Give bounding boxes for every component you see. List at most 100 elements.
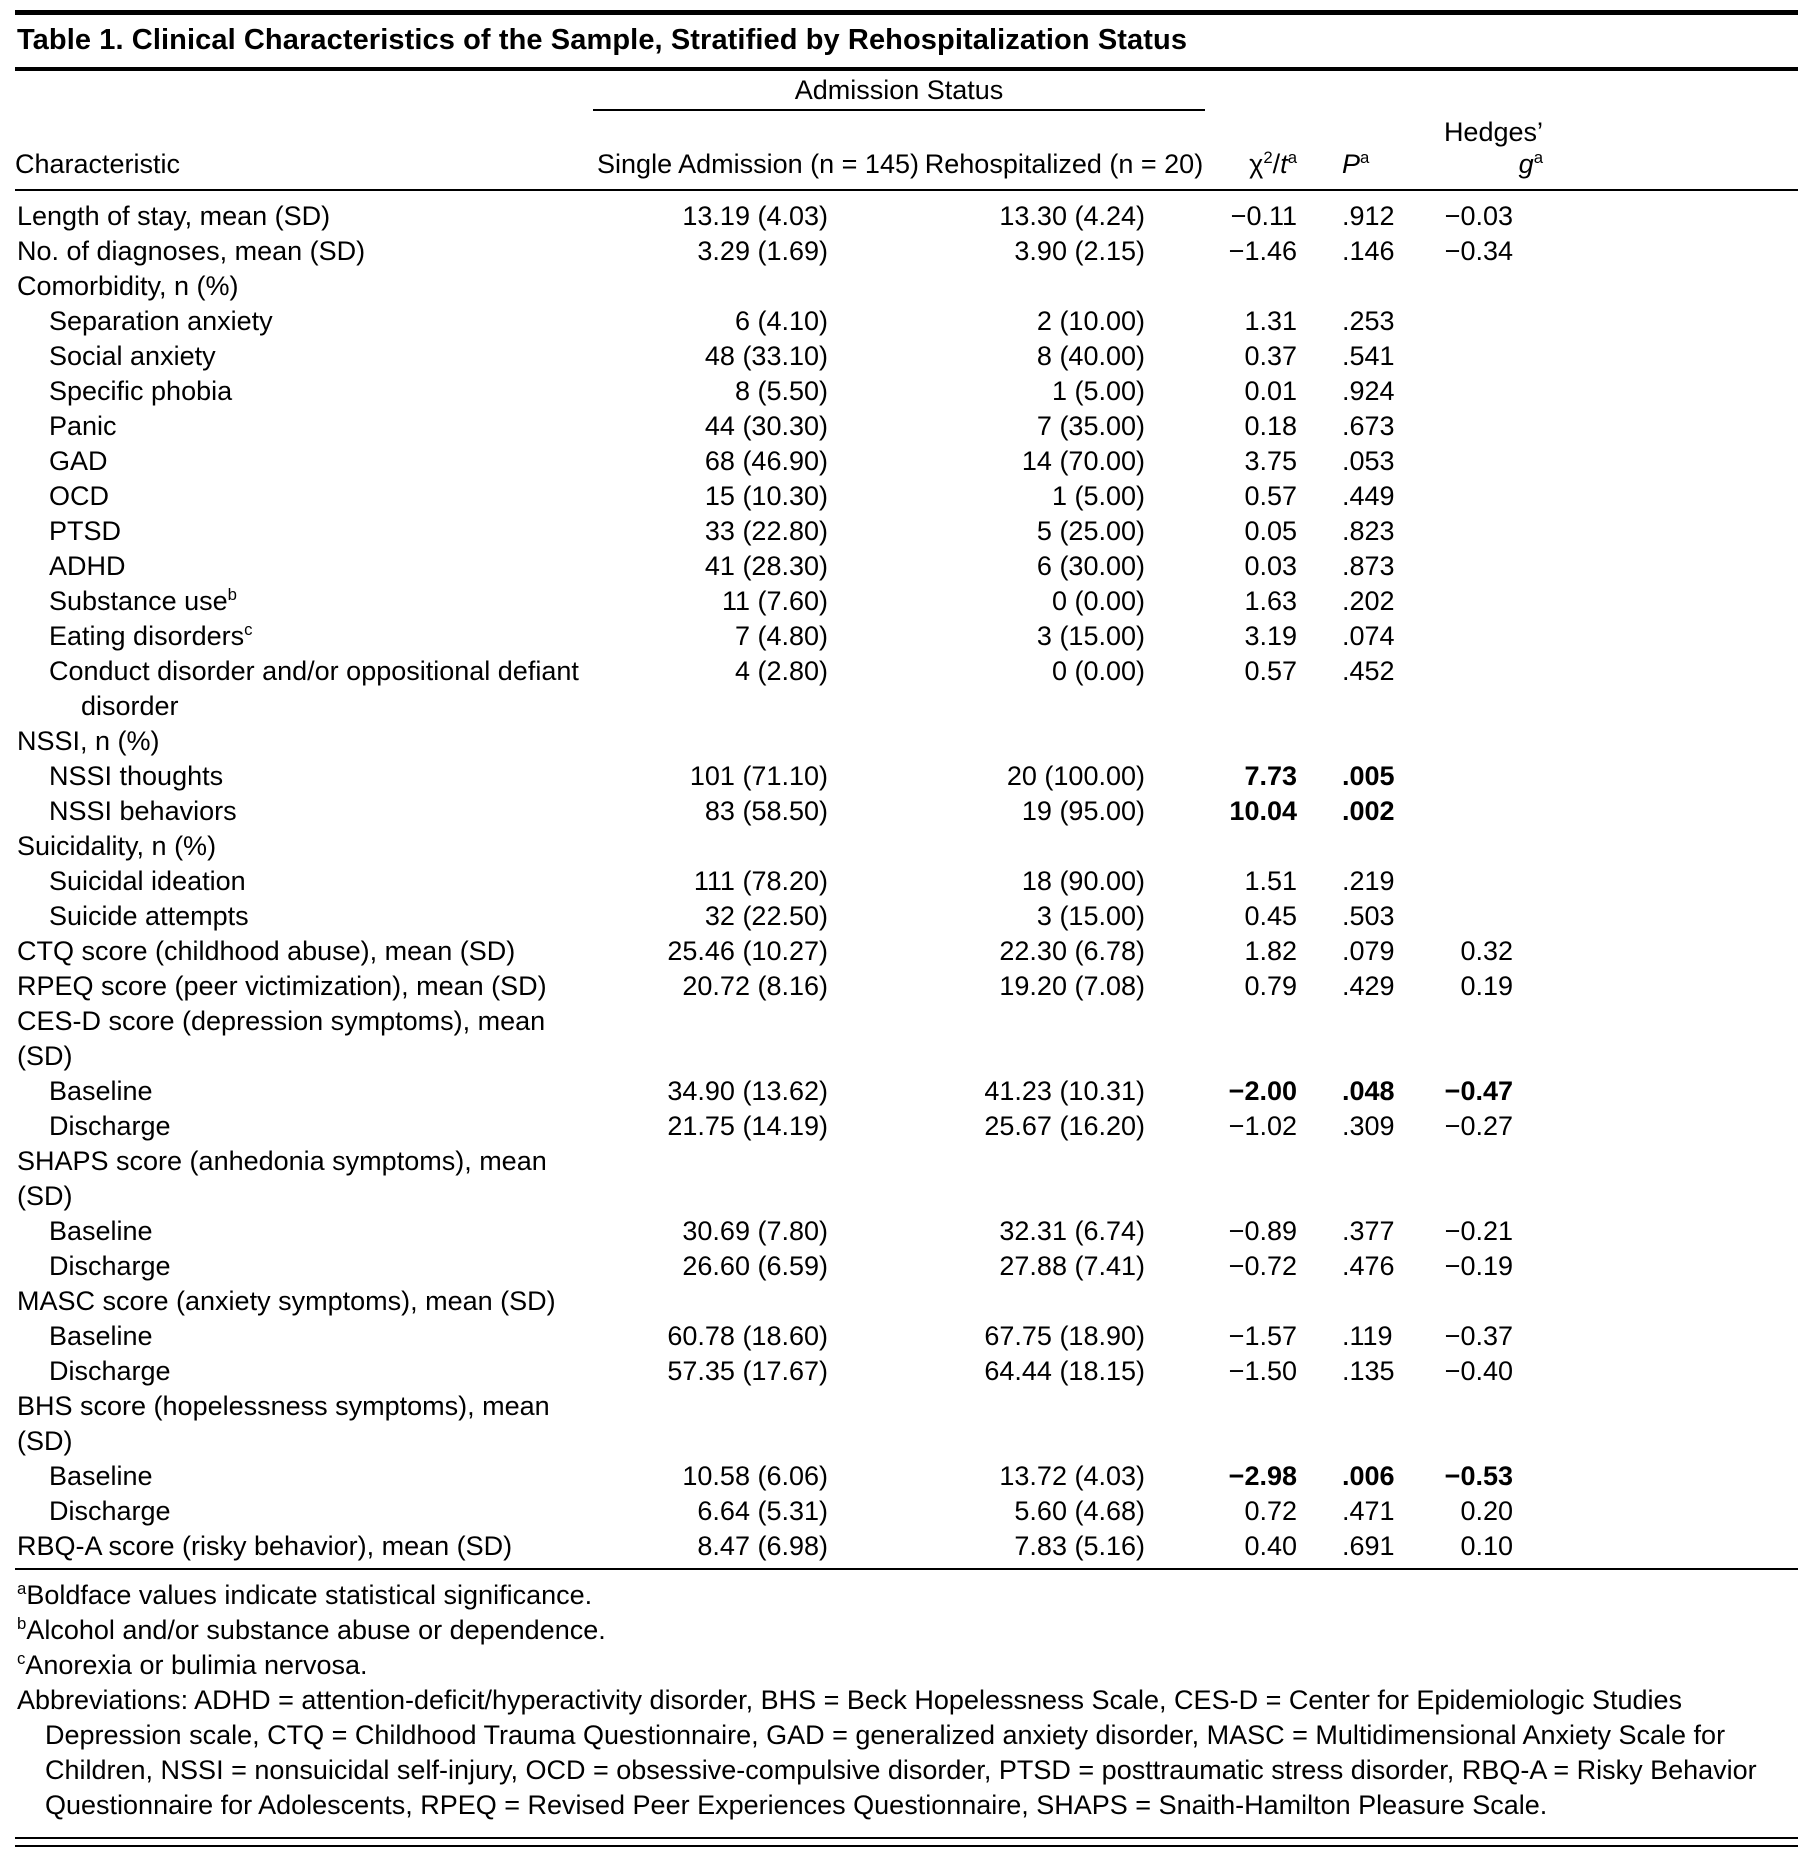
cell-filler: [1585, 1004, 1798, 1074]
cell-g: [1435, 269, 1585, 304]
table-row: No. of diagnoses, mean (SD) 3.29 (1.69) …: [15, 234, 1798, 269]
cell-filler: [1585, 829, 1798, 864]
cell-p: .074: [1342, 620, 1395, 651]
row-label: NSSI, n (%): [15, 724, 593, 759]
cell-filler: [1585, 969, 1798, 1004]
cell-filler: [1585, 1459, 1798, 1494]
footnote: cAnorexia or bulimia nervosa.: [17, 1648, 1798, 1683]
table-body: Length of stay, mean (SD) 13.19 (4.03) 1…: [15, 190, 1798, 1564]
cell-p: [1317, 829, 1435, 864]
cell-rehospitalized: [923, 1144, 1205, 1214]
table-row: Suicidal ideation 111 (78.20) 18 (90.00)…: [15, 864, 1798, 899]
t-symbol: t: [1280, 148, 1288, 179]
table-row: BHS score (hopelessness symptoms), mean …: [15, 1389, 1798, 1459]
cell-rehospitalized: 0 (0.00): [1051, 585, 1145, 616]
cell-rehospitalized: 20 (100.00): [1006, 760, 1145, 791]
row-label-text: NSSI thoughts: [49, 760, 224, 791]
row-label-text: RPEQ score (peer victimization), mean (S…: [17, 970, 547, 1001]
table-row: Separation anxiety 6 (4.10) 2 (10.00) 1.…: [15, 304, 1798, 339]
table-bottom-rule: [15, 1567, 1798, 1570]
cell-g: [1435, 1284, 1585, 1319]
cell-rehospitalized: 3.90 (2.15): [1014, 235, 1145, 266]
row-label: PTSD: [15, 514, 593, 549]
cell-g: [1435, 794, 1585, 829]
row-label: OCD: [15, 479, 593, 514]
chi-exponent: 2: [1263, 147, 1273, 167]
table-row: NSSI thoughts 101 (71.10) 20 (100.00) 7.…: [15, 759, 1798, 794]
cell-p: .673: [1342, 410, 1395, 441]
row-label: Eating disordersc: [15, 619, 593, 654]
row-label: Suicidal ideation: [15, 864, 593, 899]
row-label-text: OCD: [49, 480, 109, 511]
table-row: Length of stay, mean (SD) 13.19 (4.03) 1…: [15, 190, 1798, 234]
row-label: NSSI behaviors: [15, 794, 593, 829]
row-label-text: Suicide attempts: [49, 900, 249, 931]
cell-single: [593, 724, 923, 759]
cell-g: [1435, 409, 1585, 444]
cell-single: 8.47 (6.98): [697, 1530, 828, 1561]
cell-g: [1435, 549, 1585, 584]
cell-filler: [1585, 1319, 1798, 1354]
cell-g: [1435, 339, 1585, 374]
cell-filler: [1585, 584, 1798, 619]
cell-single: 83 (58.50): [704, 795, 828, 826]
cell-g: [1435, 1004, 1585, 1074]
table-row: Baseline 30.69 (7.80) 32.31 (6.74) −0.89…: [15, 1214, 1798, 1249]
spanner-empty-left: [15, 71, 593, 110]
cell-rehospitalized: 19.20 (7.08): [999, 970, 1145, 1001]
cell-filler: [1585, 759, 1798, 794]
cell-p: .053: [1342, 445, 1395, 476]
row-label-text: Conduct disorder and/or oppositional def…: [49, 655, 579, 721]
cell-single: [593, 1004, 923, 1074]
cell-p: [1317, 269, 1435, 304]
cell-stat: 0.03: [1244, 550, 1297, 581]
row-label: Baseline: [15, 1214, 593, 1249]
cell-single: 11 (7.60): [721, 585, 828, 616]
row-label-text: Baseline: [49, 1215, 153, 1246]
cell-p: [1317, 724, 1435, 759]
cell-single: [593, 269, 923, 304]
cell-rehospitalized: 1 (5.00): [1051, 375, 1145, 406]
cell-rehospitalized: 22.30 (6.78): [999, 935, 1145, 966]
cell-stat: 7.73: [1244, 760, 1297, 791]
table-row: ADHD 41 (28.30) 6 (30.00) 0.03 .873: [15, 549, 1798, 584]
chi2t-footnote-marker: a: [1287, 147, 1297, 167]
row-label: Comorbidity, n (%): [15, 269, 593, 304]
cell-stat: [1205, 829, 1317, 864]
bottom-double-rule: [15, 1836, 1798, 1847]
table-row: Social anxiety 48 (33.10) 8 (40.00) 0.37…: [15, 339, 1798, 374]
table-row: OCD 15 (10.30) 1 (5.00) 0.57 .449: [15, 479, 1798, 514]
table-row: Discharge 26.60 (6.59) 27.88 (7.41) −0.7…: [15, 1249, 1798, 1284]
cell-filler: [1585, 654, 1798, 724]
cell-stat: [1205, 1144, 1317, 1214]
cell-rehospitalized: 14 (70.00): [1021, 445, 1145, 476]
row-label-text: Baseline: [49, 1075, 153, 1106]
cell-single: [593, 1144, 923, 1214]
row-label-text: NSSI behaviors: [49, 795, 237, 826]
cell-filler: [1585, 374, 1798, 409]
cell-g: [1435, 479, 1585, 514]
cell-stat: 3.19: [1244, 620, 1297, 651]
row-label: CTQ score (childhood abuse), mean (SD): [15, 934, 593, 969]
row-label: CES-D score (depression symptoms), mean …: [15, 1004, 593, 1074]
cell-p: .079: [1342, 935, 1395, 966]
cell-rehospitalized: 2 (10.00): [1036, 305, 1145, 336]
cell-stat: −1.02: [1228, 1110, 1297, 1141]
table-row: CES-D score (depression symptoms), mean …: [15, 1004, 1798, 1074]
cell-single: [593, 1284, 923, 1319]
cell-stat: 0.05: [1244, 515, 1297, 546]
cell-rehospitalized: 7 (35.00): [1036, 410, 1145, 441]
cell-single: 6.64 (5.31): [697, 1495, 828, 1526]
row-label: NSSI thoughts: [15, 759, 593, 794]
p-symbol: P: [1342, 148, 1361, 179]
cell-stat: 1.51: [1244, 865, 1297, 896]
cell-g: [1435, 619, 1585, 654]
footnote-marker: b: [17, 1613, 27, 1633]
row-label: Suicidality, n (%): [15, 829, 593, 864]
cell-p: .873: [1342, 550, 1395, 581]
cell-single: 44 (30.30): [704, 410, 828, 441]
footnote-marker: c: [17, 1648, 26, 1668]
cell-rehospitalized: [923, 1284, 1205, 1319]
clinical-characteristics-table: Admission Status Characteristic Single A…: [15, 70, 1798, 1564]
